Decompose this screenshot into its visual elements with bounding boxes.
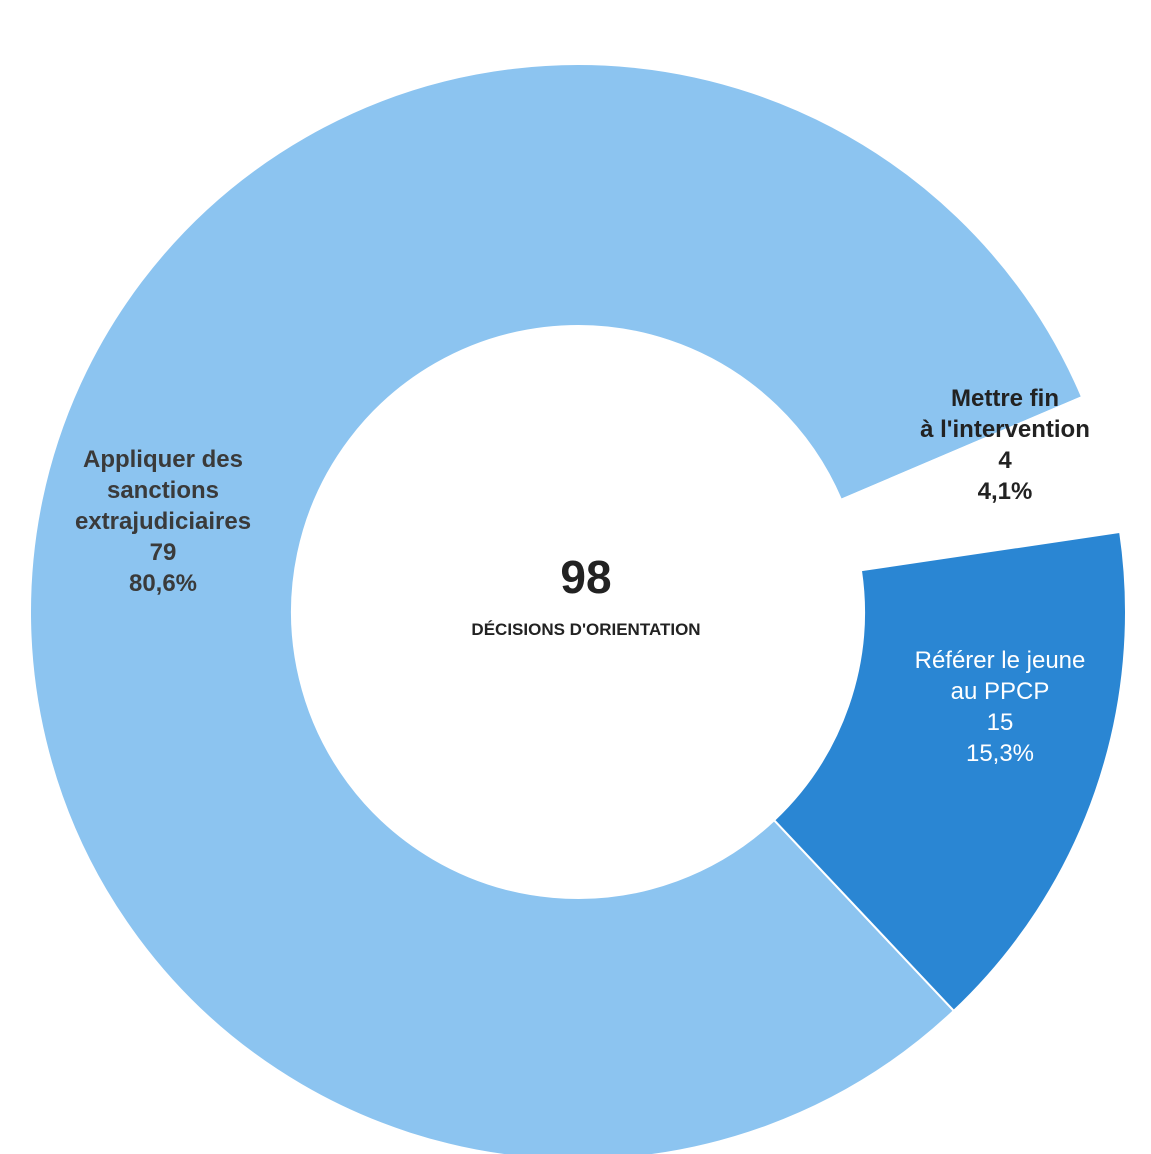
slice-value: 15: [986, 709, 1014, 736]
slice-label-line: au PPCP: [950, 678, 1050, 705]
slice-label-line: extrajudiciaires: [74, 508, 252, 535]
slice-percent: 80,6%: [128, 570, 198, 597]
center-total: 98: [560, 551, 612, 603]
slice-label-appliquer: Appliquer des sanctions extrajudiciaires…: [28, 444, 298, 599]
slice-label-mettre-fin: Mettre fin à l'intervention 4 4,1%: [890, 383, 1120, 507]
slice-referer-ppcp: [772, 530, 1127, 1013]
slice-percent: 15,3%: [965, 740, 1035, 767]
slice-value: 79: [149, 539, 177, 566]
slice-label-line: Référer le jeune: [914, 647, 1086, 674]
slice-appliquer-sanctions: [29, 62, 1084, 1154]
slice-label-line: Appliquer des: [82, 446, 244, 473]
slice-percent: 4,1%: [977, 478, 1033, 505]
center-total-label: DÉCISIONS D'ORIENTATION: [471, 620, 701, 639]
slice-label-line: à l'intervention: [920, 416, 1090, 443]
slice-label-line: sanctions: [106, 477, 220, 504]
slice-label-line: Mettre fin: [951, 385, 1059, 412]
slice-value: 4: [998, 447, 1012, 474]
slice-label-referer: Référer le jeune au PPCP 15 15,3%: [880, 645, 1120, 769]
